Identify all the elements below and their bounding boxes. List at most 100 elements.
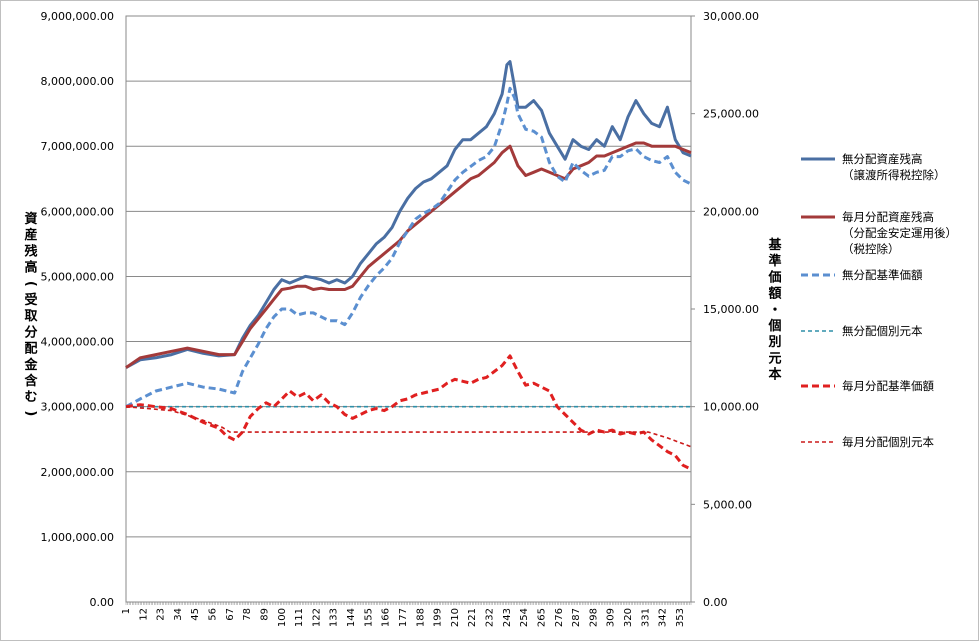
x-tick-label: 276 — [554, 608, 565, 627]
y-axis-right: 0.00 5,000.00 10,000.00 15,000.00 20,000.00 2… — [691, 10, 759, 609]
x-tick-label: 144 — [346, 608, 357, 627]
y-tick-label: 3,000,000.00 — [41, 401, 114, 414]
axis-title-char: 個 — [767, 318, 781, 334]
y-tick-label: 0.00 — [90, 596, 115, 609]
legend-label: （分配金安定運用後） — [842, 226, 957, 240]
x-tick-label: 309 — [606, 608, 617, 627]
axis-title-char: 配 — [24, 342, 37, 357]
x-tick-label: 331 — [640, 608, 651, 627]
y-axis-title-right: 基準価額・個別元本 — [767, 237, 782, 383]
legend-label: 毎月分配資産残高 — [842, 210, 934, 224]
x-tick-label: 353 — [675, 608, 686, 627]
x-tick-label: 265 — [536, 608, 547, 627]
x-tick-label: 45 — [190, 608, 201, 621]
axis-title-char: 別 — [767, 335, 781, 350]
y-tick-label: 9,000,000.00 — [41, 10, 114, 23]
x-tick-label: 67 — [225, 608, 236, 621]
y2-tick-label: 0.00 — [703, 596, 728, 609]
x-tick-label: 1 — [121, 608, 132, 614]
series-line-3 — [125, 86, 692, 409]
x-tick-label: 199 — [433, 608, 444, 627]
legend-item: 毎月分配基準価額 — [801, 379, 934, 393]
series-line-5 — [125, 354, 692, 471]
x-tick-label: 23 — [156, 608, 167, 621]
x-tick-label: 221 — [467, 608, 478, 627]
x-tick-label: 210 — [450, 608, 461, 627]
legend-item: 無分配個別元本 — [801, 324, 923, 338]
x-tick-label: 166 — [381, 608, 392, 627]
x-tick-label: 100 — [277, 608, 288, 627]
x-tick-label: 254 — [519, 608, 530, 627]
legend-item: 毎月分配資産残高 （分配金安定運用後） （税控除） — [801, 210, 957, 256]
y-tick-label: 8,000,000.00 — [41, 75, 114, 88]
x-tick-label: 78 — [242, 608, 253, 621]
axis-title-char: 産 — [24, 227, 37, 243]
x-tick-label: 12 — [138, 608, 149, 621]
legend-label: （税控除） — [842, 242, 900, 256]
x-tick-label: 232 — [485, 608, 496, 627]
y-axis-left: 0.00 1,000,000.00 2,000,000.00 3,000,000.00… — [41, 10, 114, 609]
axis-title-char: 取 — [24, 309, 38, 324]
y2-tick-label: 15,000.00 — [703, 303, 759, 316]
x-axis: 1 12 23 34 45 56 67 78 89 100 111 122 133 144 155 166 17… — [121, 602, 692, 627]
x-tick-label: 34 — [173, 608, 184, 621]
legend-label: 毎月分配個別元本 — [842, 435, 934, 449]
plot-area-border — [125, 15, 692, 603]
x-tick-label: 155 — [363, 608, 374, 627]
legend-item: 無分配資産残高 （譲渡所得税控除） — [801, 152, 946, 182]
series-line-1 — [125, 60, 692, 369]
y-tick-label: 4,000,000.00 — [41, 336, 114, 349]
axis-title-char: ) — [23, 410, 38, 416]
y-tick-label: 2,000,000.00 — [41, 466, 114, 479]
legend-item: 無分配基準価額 — [801, 268, 923, 282]
legend-label: 無分配基準価額 — [842, 268, 923, 282]
y2-tick-label: 5,000.00 — [703, 498, 752, 511]
axis-title-char: 残 — [24, 243, 37, 259]
y2-tick-label: 25,000.00 — [703, 108, 759, 121]
x-tick-label: 133 — [329, 608, 340, 627]
legend-label: （譲渡所得税控除） — [842, 168, 946, 182]
axis-title-char: む — [24, 390, 37, 405]
x-tick-label: 342 — [658, 608, 669, 627]
axis-title-char: 分 — [24, 324, 37, 340]
y-tick-label: 7,000,000.00 — [41, 140, 114, 153]
y2-tick-label: 10,000.00 — [703, 401, 759, 414]
legend-label: 無分配資産残高 — [842, 152, 923, 166]
y-tick-label: 5,000,000.00 — [41, 270, 114, 283]
axis-title-char: 高 — [24, 260, 37, 276]
axis-title-char: 受 — [24, 292, 37, 308]
axis-title-char: 額 — [767, 286, 781, 302]
axis-title-char: 資 — [24, 211, 37, 227]
series-line-6 — [125, 405, 692, 448]
legend: 無分配資産残高 （譲渡所得税控除） 毎月分配資産残高 （分配金安定運用後） （税控除） 無… — [801, 152, 957, 449]
y-tick-label: 1,000,000.00 — [41, 531, 114, 544]
legend-label: 無分配個別元本 — [842, 324, 923, 338]
x-tick-label: 177 — [398, 608, 409, 627]
x-tick-label: 56 — [208, 608, 219, 621]
x-tick-label: 298 — [588, 608, 599, 627]
x-tick-label: 188 — [415, 608, 426, 627]
axis-title-char: 元 — [768, 351, 781, 366]
legend-label: 毎月分配基準価額 — [842, 379, 934, 393]
y-tick-label: 6,000,000.00 — [41, 205, 114, 218]
y2-tick-label: 30,000.00 — [703, 10, 759, 23]
x-tick-label: 320 — [623, 608, 634, 627]
axis-title-char: 価 — [767, 269, 781, 285]
gridlines — [126, 15, 691, 603]
axis-title-char: ( — [23, 281, 38, 287]
axis-title-char: 含 — [23, 373, 38, 389]
x-tick-label: 287 — [571, 608, 582, 627]
x-tick-label: 111 — [294, 608, 305, 627]
series-line-2 — [125, 141, 692, 369]
axis-title-char: 金 — [23, 357, 38, 373]
axis-title-char: ・ — [768, 303, 781, 318]
y2-tick-label: 20,000.00 — [703, 205, 759, 218]
x-tick-label: 89 — [259, 608, 270, 621]
axis-title-char: 準 — [768, 253, 781, 269]
axis-title-char: 本 — [768, 367, 781, 383]
legend-item: 毎月分配個別元本 — [801, 435, 934, 449]
axis-title-char: 基 — [767, 237, 782, 253]
